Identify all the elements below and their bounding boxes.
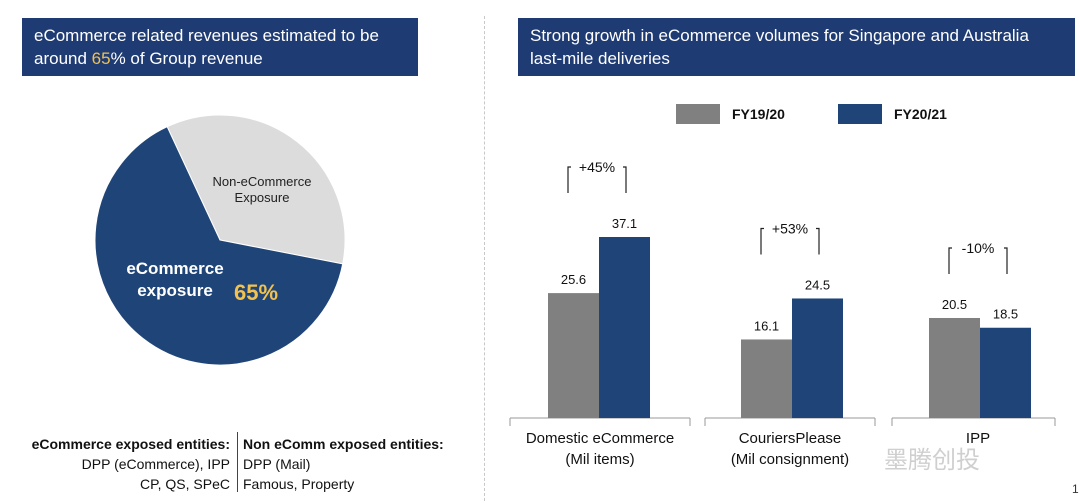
category-name-couriersplease: CouriersPlease bbox=[738, 430, 842, 447]
category-name-domestic-ecommerce: Domestic eCommerce bbox=[525, 430, 675, 447]
category-label-couriersplease: CouriersPlease (Mil consignment) bbox=[690, 428, 890, 470]
pie-label-ecommerce-line1: eCommerce bbox=[126, 259, 224, 278]
legend-swatch-fy2021 bbox=[838, 104, 882, 124]
data-label-1-0: 16.1 bbox=[754, 318, 779, 333]
data-label-0-1: 37.1 bbox=[612, 216, 637, 231]
left-title-banner: eCommerce related revenues estimated to … bbox=[22, 18, 418, 76]
watermark-text: 墨腾创投 bbox=[884, 447, 980, 474]
ecommerce-entities-heading: eCommerce exposed entities: bbox=[31, 436, 230, 452]
bar-2-0 bbox=[929, 317, 980, 418]
ecommerce-entities-line2: CP, QS, SPeC bbox=[139, 476, 230, 492]
bar-1-1 bbox=[792, 298, 843, 418]
category-label-ipp: IPP bbox=[878, 428, 1078, 449]
category-name-ipp: IPP bbox=[965, 430, 991, 447]
bar-1-0 bbox=[741, 339, 792, 418]
pie-chart bbox=[94, 115, 346, 366]
right-title-line2: last-mile deliveries bbox=[530, 49, 670, 68]
bar-0-0 bbox=[548, 293, 599, 418]
legend-swatch-fy1920 bbox=[676, 104, 720, 124]
ecommerce-entities: eCommerce exposed entities: DPP (eCommer… bbox=[10, 434, 230, 494]
left-title-line2: around 65% of Group revenue bbox=[34, 47, 408, 70]
pie-label-non-ecommerce-line1: Non-eCommerce bbox=[212, 174, 312, 189]
ecommerce-entities-line1: DPP (eCommerce), IPP bbox=[81, 456, 230, 472]
bar-chart: 25.6 37.1 +45% 16.1 24.5 +53% 20.5 18.5 -10% bbox=[509, 157, 1056, 426]
pie-slice-ecommerce bbox=[94, 126, 344, 366]
pie-label-ecommerce-line2: exposure bbox=[137, 281, 213, 300]
non-ecommerce-entities-line1: DPP (Mail) bbox=[243, 456, 311, 472]
growth-label-bg-0 bbox=[571, 157, 623, 177]
category-label-domestic-ecommerce: Domestic eCommerce (Mil items) bbox=[500, 428, 700, 470]
entities-separator bbox=[237, 432, 238, 492]
non-ecommerce-entities-line2: Famous, Property bbox=[243, 476, 355, 492]
data-label-0-0: 25.6 bbox=[561, 272, 586, 287]
left-title-line1: eCommerce related revenues estimated to … bbox=[34, 26, 379, 45]
page-number: 1 bbox=[1072, 482, 1079, 496]
non-ecommerce-entities-heading: Non eComm exposed entities: bbox=[243, 436, 444, 452]
left-title-line2-b: % of Group revenue bbox=[110, 49, 263, 68]
non-ecommerce-entities: Non eComm exposed entities: DPP (Mail) F… bbox=[243, 434, 483, 494]
growth-label-1: +53% bbox=[772, 220, 808, 236]
pie-label-non-ecommerce-line2: Exposure bbox=[234, 190, 290, 205]
left-title-line2-a: around bbox=[34, 49, 92, 68]
growth-label-bg-1 bbox=[764, 218, 816, 239]
pie-label-non-ecommerce: Non-eCommerce Exposure bbox=[192, 174, 332, 206]
left-title-highlight: 65 bbox=[91, 49, 111, 68]
data-label-1-1: 24.5 bbox=[805, 277, 830, 292]
pie-slice-non-ecommerce bbox=[166, 115, 346, 265]
legend-label-fy1920: FY19/20 bbox=[732, 106, 785, 122]
data-label-2-1: 18.5 bbox=[993, 307, 1018, 322]
pie-label-ecommerce: eCommerce exposure bbox=[110, 258, 240, 302]
right-title-line1: Strong growth in eCommerce volumes for S… bbox=[530, 26, 1029, 45]
growth-label-bg-2 bbox=[952, 237, 1004, 258]
growth-label-0: +45% bbox=[579, 159, 615, 175]
right-title-banner: Strong growth in eCommerce volumes for S… bbox=[518, 18, 1075, 76]
panel-divider bbox=[484, 16, 485, 501]
legend-label-fy2021: FY20/21 bbox=[894, 106, 947, 122]
bar-2-1 bbox=[980, 327, 1031, 418]
category-unit-domestic-ecommerce: (Mil items) bbox=[565, 451, 635, 468]
category-unit-couriersplease: (Mil consignment) bbox=[730, 451, 850, 468]
data-label-2-0: 20.5 bbox=[942, 297, 967, 312]
growth-label-2: -10% bbox=[962, 240, 995, 256]
bar-0-1 bbox=[599, 237, 650, 418]
pie-label-ecommerce-pct: 65% bbox=[234, 280, 279, 305]
